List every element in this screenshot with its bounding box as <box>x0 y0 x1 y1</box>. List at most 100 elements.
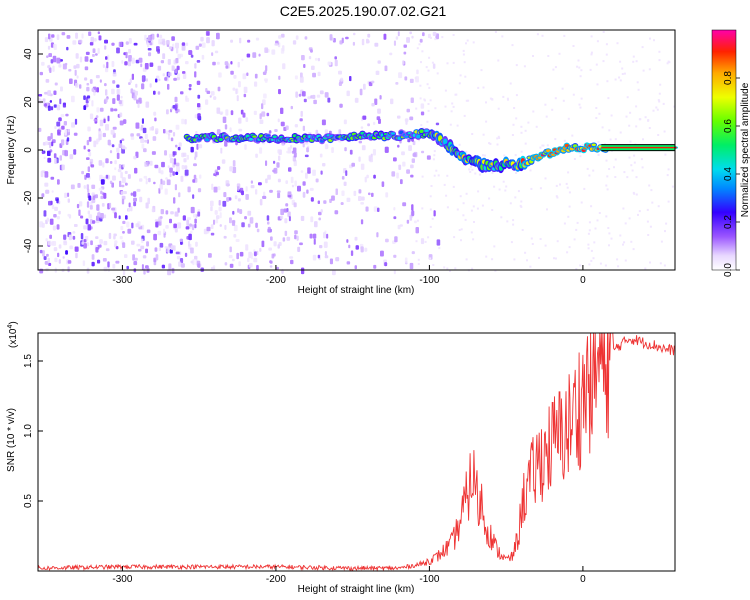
noise-speck <box>44 171 49 178</box>
noise-speck <box>156 46 160 52</box>
noise-speck <box>318 217 321 221</box>
noise-speck <box>374 42 379 47</box>
noise-speck <box>175 171 179 175</box>
noise-speck <box>425 66 428 69</box>
noise-speck <box>587 232 590 235</box>
noise-speck <box>225 180 230 187</box>
spectrogram-x-ticks: -300 -200 -100 0 <box>112 265 586 286</box>
noise-speck <box>378 118 381 124</box>
noise-speck <box>587 243 590 246</box>
noise-speck <box>662 102 665 105</box>
noise-speck <box>531 243 534 245</box>
noise-speck <box>245 186 248 192</box>
noise-speck <box>231 258 235 262</box>
noise-speck <box>162 53 166 60</box>
noise-speck <box>47 141 52 146</box>
noise-speck <box>489 142 492 145</box>
noise-speck <box>209 95 212 98</box>
noise-speck <box>433 210 436 217</box>
noise-speck <box>663 130 666 133</box>
noise-speck <box>247 39 251 43</box>
noise-speck <box>411 210 415 216</box>
noise-speck <box>149 160 153 166</box>
noise-speck <box>579 264 582 267</box>
noise-speck <box>89 42 94 46</box>
noise-speck <box>291 184 294 188</box>
noise-speck <box>41 151 45 155</box>
noise-speck <box>380 250 384 257</box>
noise-speck <box>567 215 570 218</box>
noise-speck <box>648 184 651 187</box>
noise-speck <box>133 261 138 266</box>
noise-speck <box>46 253 49 257</box>
noise-speck <box>312 169 316 176</box>
noise-speck <box>105 174 109 179</box>
noise-speck <box>133 155 137 160</box>
noise-speck <box>343 181 347 186</box>
noise-speck <box>133 95 137 101</box>
noise-speck <box>86 157 90 160</box>
noise-speck <box>176 165 180 173</box>
noise-speck <box>520 125 523 128</box>
noise-speck <box>277 244 280 249</box>
noise-speck <box>116 84 120 88</box>
noise-speck <box>111 42 115 46</box>
noise-speck <box>651 201 654 204</box>
noise-speck <box>118 143 123 148</box>
noise-speck <box>616 42 619 45</box>
noise-speck <box>237 61 240 68</box>
noise-speck <box>144 139 148 143</box>
noise-speck <box>83 105 87 110</box>
noise-speck <box>590 259 593 262</box>
noise-speck <box>514 154 517 157</box>
noise-speck <box>258 182 262 186</box>
noise-speck <box>259 113 262 120</box>
noise-speck <box>311 65 315 70</box>
noise-speck <box>659 83 662 86</box>
noise-speck <box>232 166 237 174</box>
noise-speck <box>125 182 128 186</box>
noise-speck <box>371 192 374 197</box>
noise-speck <box>158 39 163 45</box>
noise-speck <box>84 56 89 62</box>
noise-speck <box>67 266 70 273</box>
noise-speck <box>75 252 78 259</box>
noise-speck <box>539 187 542 190</box>
noise-speck <box>418 43 421 46</box>
noise-speck <box>120 95 123 99</box>
noise-speck <box>211 183 214 190</box>
noise-speck <box>427 236 430 239</box>
noise-speck <box>471 133 474 135</box>
noise-speck <box>120 191 125 195</box>
noise-speck <box>300 170 304 173</box>
track-core <box>591 143 596 147</box>
noise-speck <box>655 106 658 109</box>
noise-speck <box>93 89 96 96</box>
noise-speck <box>127 208 131 212</box>
noise-speck <box>134 257 138 261</box>
noise-speck <box>255 222 258 228</box>
noise-speck <box>149 42 153 46</box>
noise-speck <box>100 213 104 219</box>
noise-speck <box>284 218 288 224</box>
noise-speck <box>45 189 50 194</box>
noise-speck <box>281 143 285 146</box>
noise-speck <box>175 144 178 148</box>
noise-speck <box>112 72 117 77</box>
noise-speck <box>421 150 425 154</box>
noise-speck <box>459 195 462 198</box>
noise-speck <box>81 33 84 39</box>
x-tick-label: -100 <box>419 574 439 585</box>
noise-speck <box>164 150 167 156</box>
noise-speck <box>107 139 111 146</box>
noise-speck <box>146 41 150 48</box>
noise-speck <box>47 45 51 50</box>
noise-speck <box>180 263 185 268</box>
noise-speck <box>185 95 188 101</box>
noise-speck <box>500 216 503 219</box>
colorbar-tick-label: 0.0 <box>723 263 734 277</box>
noise-speck <box>64 150 68 157</box>
noise-speck <box>630 240 633 243</box>
noise-speck <box>88 214 93 219</box>
noise-speck <box>109 161 113 164</box>
